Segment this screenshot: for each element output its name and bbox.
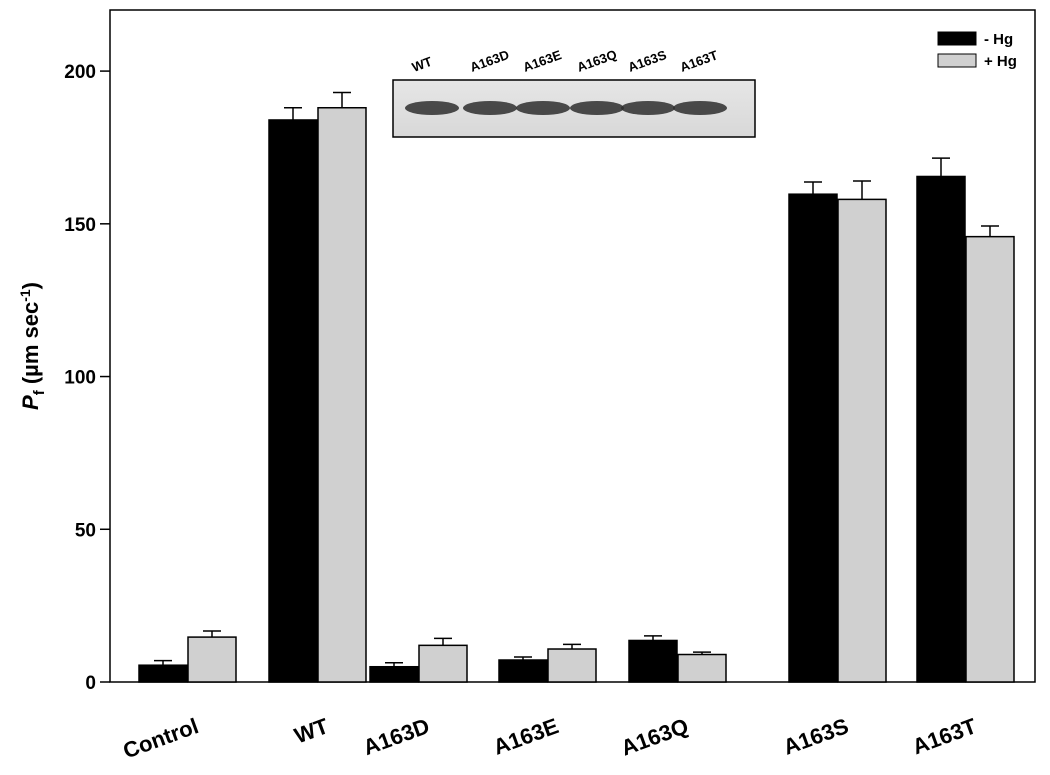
blot-band xyxy=(463,101,517,115)
y-tick-label: 150 xyxy=(64,215,96,236)
y-label-end: ) xyxy=(18,282,43,289)
y-tick-label: 50 xyxy=(75,520,96,541)
inset-lane-label: A163D xyxy=(468,47,511,75)
legend-swatch xyxy=(937,53,977,68)
y-label-subscript: f xyxy=(31,389,48,395)
bar xyxy=(418,644,468,683)
blot-band xyxy=(570,101,624,115)
blot-band xyxy=(516,101,570,115)
y-axis-label: Pf (µm sec-1) xyxy=(17,282,48,410)
legend-label: - Hg xyxy=(984,31,1013,48)
bar xyxy=(138,664,188,683)
y-tick-label: 0 xyxy=(85,673,96,694)
legend-label: + Hg xyxy=(984,53,1017,70)
bar xyxy=(187,636,237,683)
bar xyxy=(317,106,367,683)
legend-swatch xyxy=(937,31,977,46)
bar xyxy=(837,198,887,683)
y-tick-label: 100 xyxy=(64,368,96,389)
bar xyxy=(916,175,966,683)
bar xyxy=(628,639,678,683)
inset-lane-label: A163E xyxy=(521,47,564,75)
inset-lane-label: WT xyxy=(410,54,434,75)
x-tick-label: A163Q xyxy=(618,713,692,760)
inset-lane-label: A163Q xyxy=(575,47,619,75)
blot-band xyxy=(621,101,675,115)
bar xyxy=(965,235,1015,683)
bar xyxy=(788,193,838,683)
blot-band xyxy=(405,101,459,115)
x-tick-label: A163D xyxy=(360,713,433,760)
bar xyxy=(369,665,419,683)
x-tick-label: A163E xyxy=(490,713,562,760)
x-tick-label: A163S xyxy=(780,713,852,760)
y-label-superscript: -1 xyxy=(17,289,33,302)
bar xyxy=(268,119,318,683)
x-tick-label: WT xyxy=(291,713,332,748)
inset-lane-label: A163S xyxy=(626,47,669,75)
bar xyxy=(547,648,597,683)
y-tick-label: 200 xyxy=(64,62,96,83)
x-tick-label: A163T xyxy=(909,713,980,759)
y-label-text: (µm sec xyxy=(18,302,43,391)
blot-band xyxy=(673,101,727,115)
bar xyxy=(498,659,548,683)
y-label-symbol: P xyxy=(18,395,43,410)
inset-lane-label: A163T xyxy=(678,47,720,74)
x-tick-label: Control xyxy=(120,713,202,763)
bar xyxy=(677,653,727,683)
